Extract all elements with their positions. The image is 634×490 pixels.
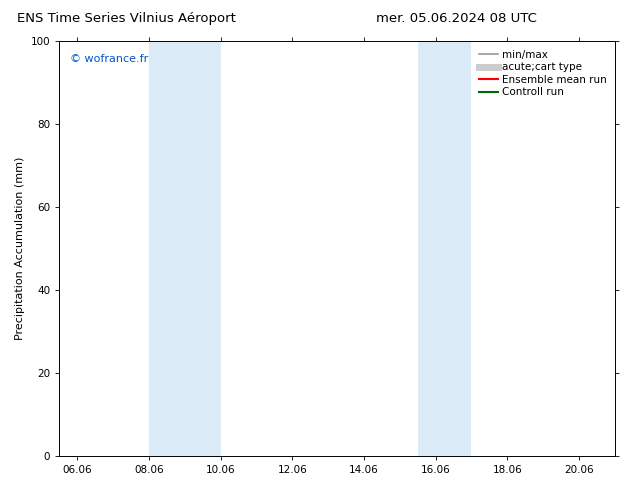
Legend: min/max, acute;cart type, Ensemble mean run, Controll run: min/max, acute;cart type, Ensemble mean … (476, 47, 610, 100)
Y-axis label: Precipitation Accumulation (mm): Precipitation Accumulation (mm) (15, 157, 25, 340)
Bar (149, 41, 221, 456)
Text: ENS Time Series Vilnius Aéroport: ENS Time Series Vilnius Aéroport (17, 12, 236, 25)
Text: © wofrance.fr: © wofrance.fr (70, 54, 148, 64)
Text: mer. 05.06.2024 08 UTC: mer. 05.06.2024 08 UTC (376, 12, 537, 25)
Bar (418, 41, 472, 456)
